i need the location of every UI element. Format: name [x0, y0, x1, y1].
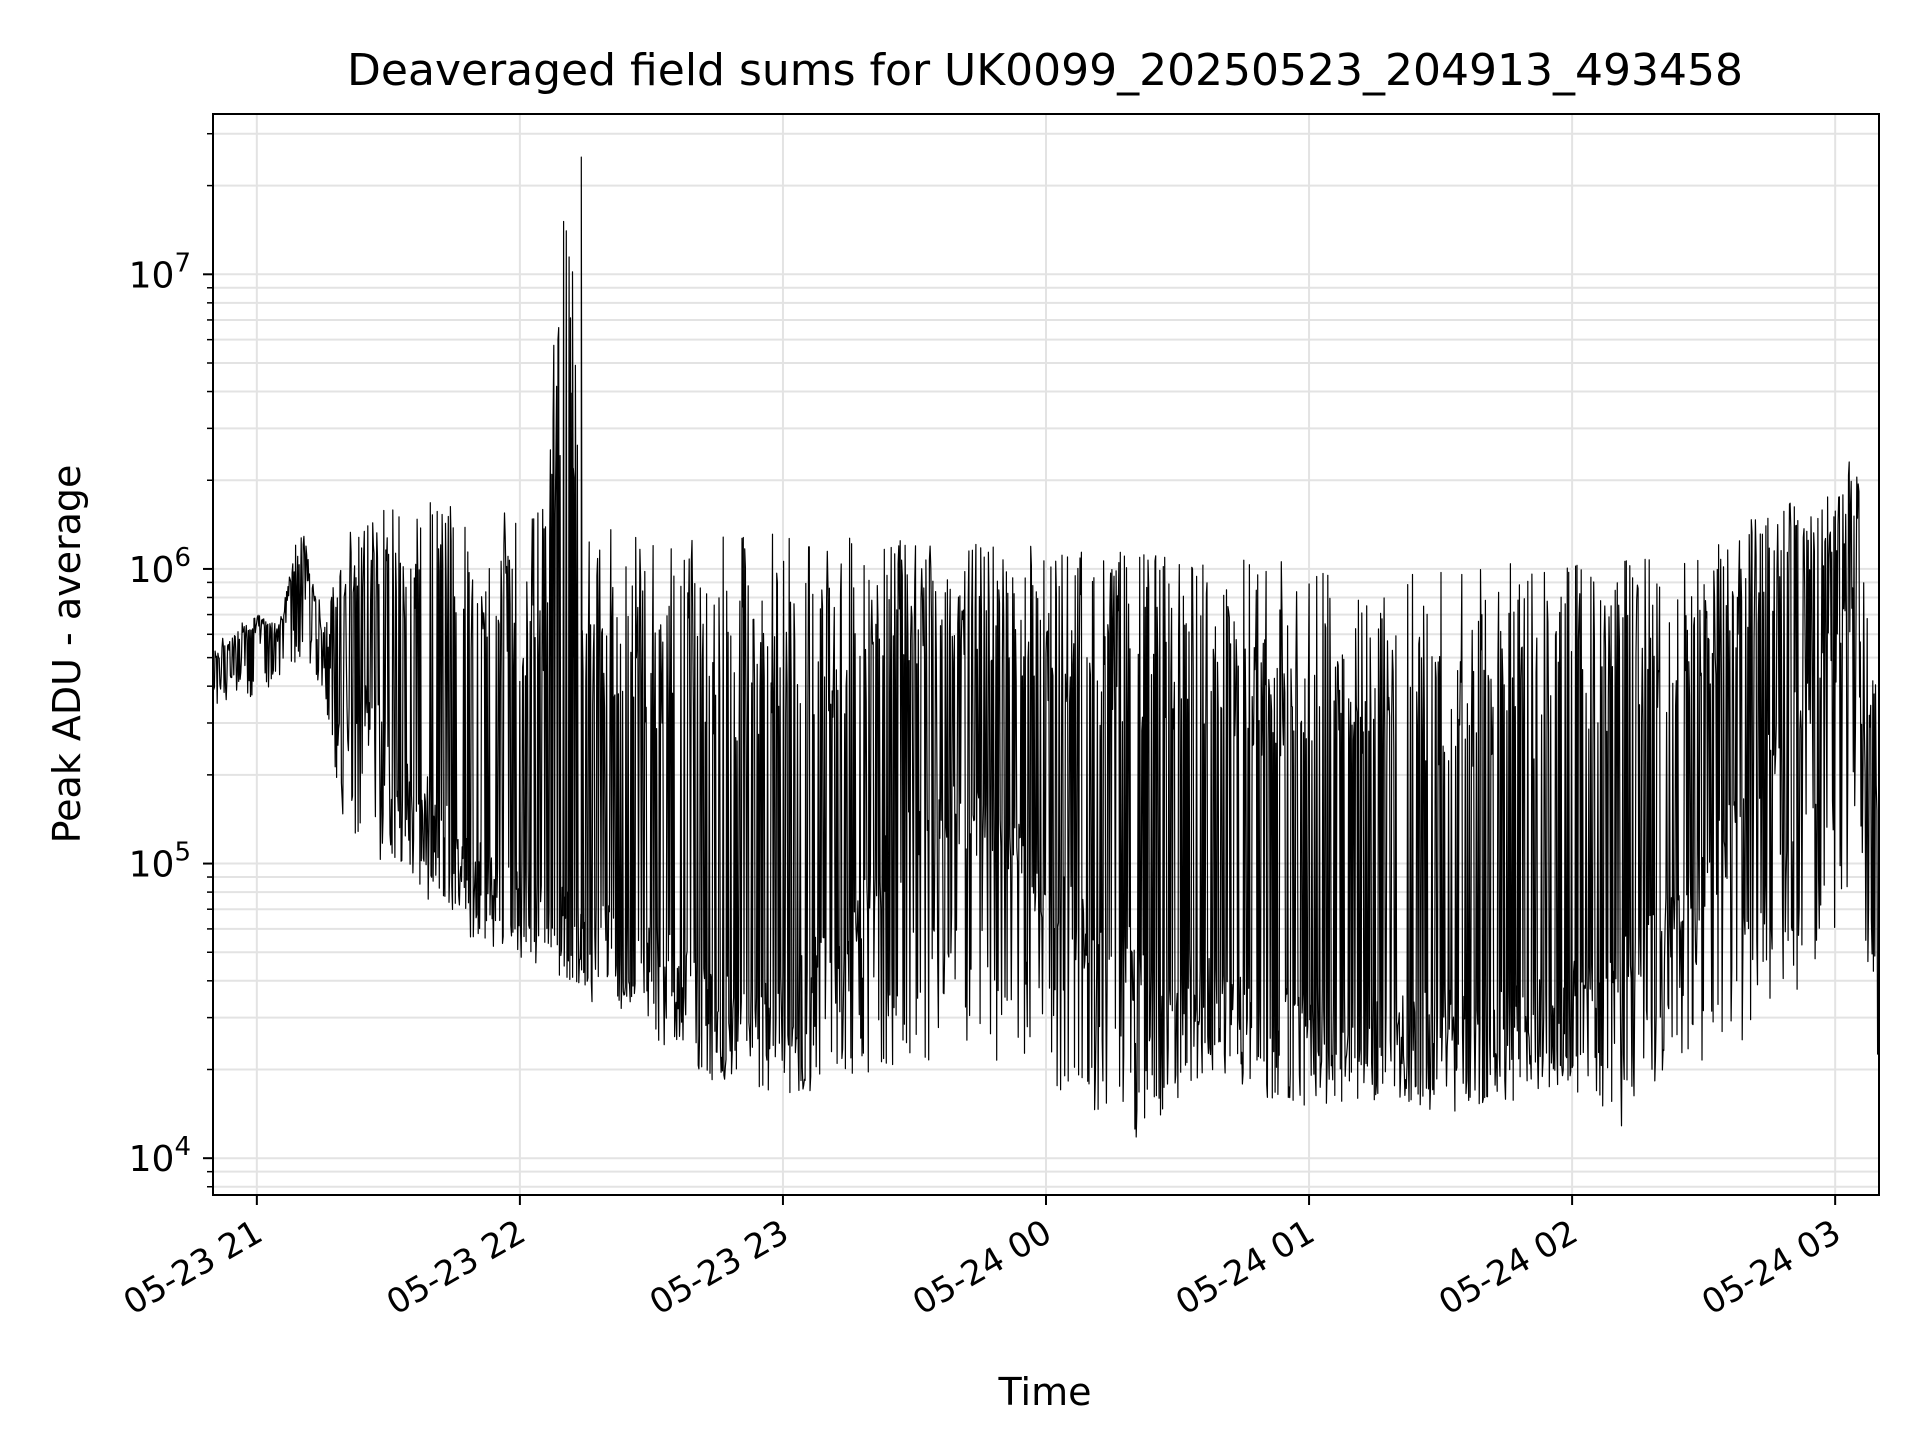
- y-tick-label: 106: [129, 543, 191, 591]
- x-tick-label: 05-24 02: [1432, 1212, 1584, 1323]
- y-tick-label: 107: [129, 248, 191, 296]
- y-axis-label: Peak ADU - average: [45, 465, 89, 844]
- x-tick-label: 05-23 23: [643, 1212, 795, 1323]
- x-axis-label: Time: [998, 1370, 1092, 1414]
- chart-title: Deaveraged field sums for UK0099_2025052…: [347, 45, 1743, 96]
- x-tick-label: 05-24 01: [1169, 1212, 1321, 1323]
- x-tick-label: 05-23 21: [117, 1212, 269, 1323]
- x-tick-label: 05-23 22: [380, 1212, 532, 1323]
- series-line: [212, 156, 1880, 1138]
- x-tick-label: 05-24 03: [1695, 1212, 1847, 1323]
- series-layer: [212, 156, 1880, 1138]
- x-axis-ticks: 05-23 21 05-23 22 05-23 23 05-24 00 05-24 01…: [117, 1195, 1848, 1323]
- y-tick-label: 104: [129, 1132, 191, 1180]
- x-tick-label: 05-24 00: [906, 1212, 1058, 1323]
- y-tick-label: 105: [129, 838, 191, 886]
- y-axis-ticks: 104 105 106 107: [129, 132, 213, 1188]
